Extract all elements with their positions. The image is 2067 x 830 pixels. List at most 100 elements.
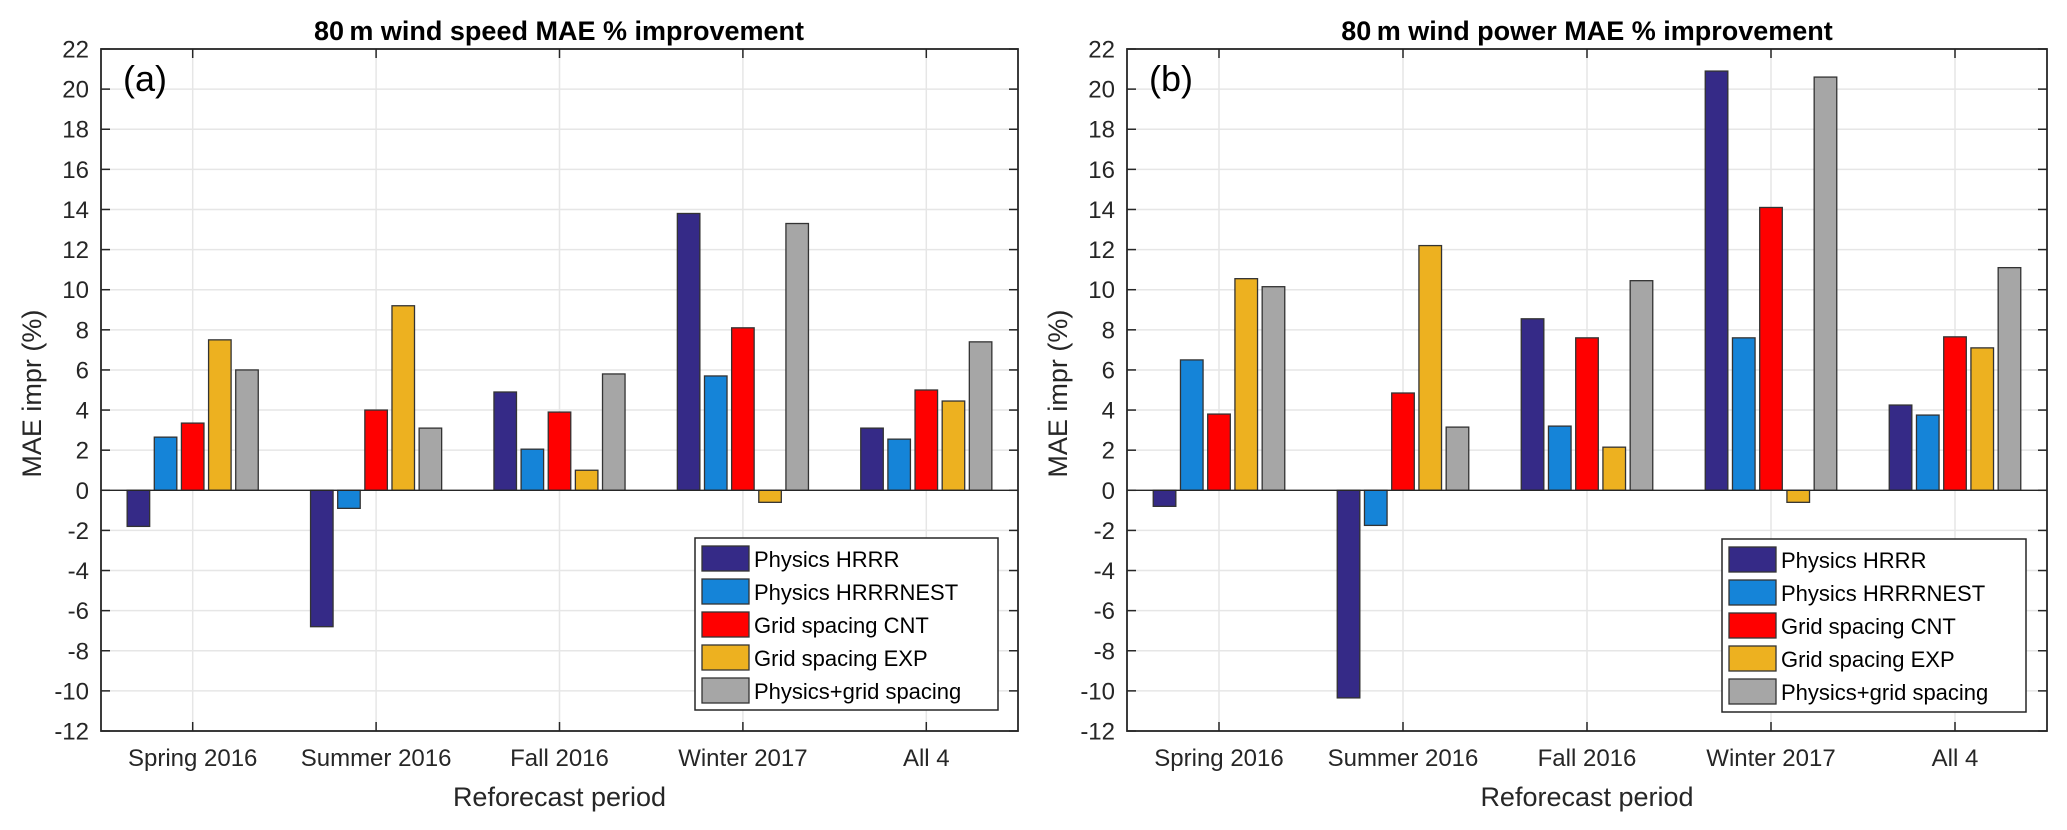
bar [207, 339, 232, 491]
chart-title: 80 m wind power MAE % improvement [1341, 16, 1833, 46]
axes-box [1126, 48, 2048, 732]
bar [547, 411, 572, 491]
bar [968, 341, 993, 491]
y-tick-label: -4 [68, 558, 89, 585]
x-tick-label: All 4 [1932, 745, 1979, 772]
x-tick-label: Spring 2016 [128, 745, 257, 772]
x-tick-label: Summer 2016 [301, 745, 452, 772]
bar [1915, 414, 1940, 491]
bar [1943, 336, 1967, 491]
y-tick-label: -8 [1094, 638, 1115, 665]
y-tick-label: 20 [1088, 77, 1115, 104]
panel-label: (a) [123, 58, 167, 99]
y-tick-label: 12 [62, 237, 89, 264]
bar [153, 436, 178, 491]
bar [1261, 286, 1286, 491]
bar [364, 409, 389, 491]
bar [493, 391, 518, 491]
bar [1813, 76, 1838, 491]
legend-swatch [701, 677, 750, 704]
y-tick-label: 10 [1088, 277, 1115, 304]
legend-label: Physics+grid spacing [754, 679, 961, 704]
y-axis-label: MAE impr (%) [17, 310, 47, 478]
bar [1759, 206, 1783, 491]
bar [676, 212, 701, 491]
y-tick-label: 16 [1088, 157, 1115, 184]
bar [391, 305, 416, 491]
bar [235, 369, 259, 491]
bar [1363, 489, 1388, 527]
axes-box [100, 48, 1019, 732]
bar [309, 489, 334, 628]
x-tick-label: Winter 2017 [1706, 745, 1835, 772]
y-tick-label: 6 [76, 357, 89, 384]
y-tick-label: 18 [62, 117, 89, 144]
y-tick-label: -10 [1080, 678, 1115, 705]
panel-wind-power: -12 -10 -8 -6 -4 -2 0 2 4 6 8 10 12 14 16 18 20 22 Spring … [1043, 16, 2048, 812]
bar [1629, 280, 1654, 491]
legend-label: Grid spacing EXP [1781, 647, 1955, 672]
bar [180, 422, 205, 491]
chart-title: 80 m wind speed MAE % improvement [314, 16, 804, 46]
legend-swatch [1728, 678, 1777, 705]
bar [730, 327, 755, 491]
y-tick-label: 22 [1088, 37, 1115, 64]
y-tick-label: 2 [76, 438, 89, 465]
y-tick-label: -2 [1094, 518, 1115, 545]
bar [1997, 266, 2022, 491]
y-tick-label: 2 [1102, 438, 1115, 465]
y-tick-label: 16 [62, 157, 89, 184]
bar [914, 389, 939, 491]
legend-swatch [1728, 546, 1777, 573]
bar [1970, 347, 1995, 491]
y-tick-label: 22 [62, 37, 89, 64]
y-tick-label: 6 [1102, 357, 1115, 384]
y-tick-label: -10 [54, 678, 89, 705]
y-tick-label: 0 [76, 478, 89, 505]
bar [601, 373, 626, 491]
bar [1207, 413, 1231, 491]
legend-label: Grid spacing CNT [1781, 614, 1956, 639]
bar [1731, 337, 1756, 491]
legend-label: Physics HRRR [1781, 548, 1926, 573]
legend-label: Physics HRRR [754, 547, 899, 572]
bar [1152, 489, 1177, 507]
legend-label: Physics+grid spacing [1781, 680, 1988, 705]
y-tick-label: -4 [1094, 558, 1115, 585]
bar [1888, 404, 1913, 491]
legend-swatch [1728, 645, 1777, 672]
x-tick-label: Fall 2016 [510, 745, 609, 772]
legend: Physics HRRR Physics HRRRNEST Grid spacing… [1721, 538, 2027, 713]
x-tick-label: Spring 2016 [1154, 745, 1283, 772]
bar [1786, 489, 1811, 503]
x-axis-label: Reforecast period [1480, 782, 1693, 812]
y-tick-label: 18 [1088, 117, 1115, 144]
legend-swatch [1728, 579, 1777, 606]
bar [1602, 446, 1627, 491]
x-axis-label: Reforecast period [453, 782, 666, 812]
y-tick-label: 4 [76, 398, 89, 425]
panel-wind-speed: -12 -10 -8 -6 -4 -2 0 2 4 6 8 10 12 14 16 18 20 22 Spring … [17, 16, 1019, 812]
y-tick-label: -6 [68, 598, 89, 625]
legend-swatch [701, 545, 750, 572]
legend-label: Physics HRRRNEST [1781, 581, 1985, 606]
y-tick-label: 8 [76, 317, 89, 344]
bar [1445, 426, 1470, 491]
y-tick-label: 8 [1102, 317, 1115, 344]
bar [1391, 392, 1415, 491]
bar [520, 448, 545, 491]
panel-label: (b) [1149, 58, 1193, 99]
y-tick-label: -12 [1080, 719, 1115, 746]
y-tick-label: -6 [1094, 598, 1115, 625]
bar [574, 469, 599, 491]
x-tick-label: Winter 2017 [678, 745, 807, 772]
bar [887, 438, 912, 491]
x-tick-label: Summer 2016 [1328, 745, 1479, 772]
bar [1234, 278, 1259, 491]
bar [1547, 425, 1572, 491]
bar [1520, 318, 1545, 491]
legend-label: Physics HRRRNEST [754, 580, 958, 605]
bar [126, 489, 151, 528]
y-tick-label: 14 [1088, 197, 1115, 224]
